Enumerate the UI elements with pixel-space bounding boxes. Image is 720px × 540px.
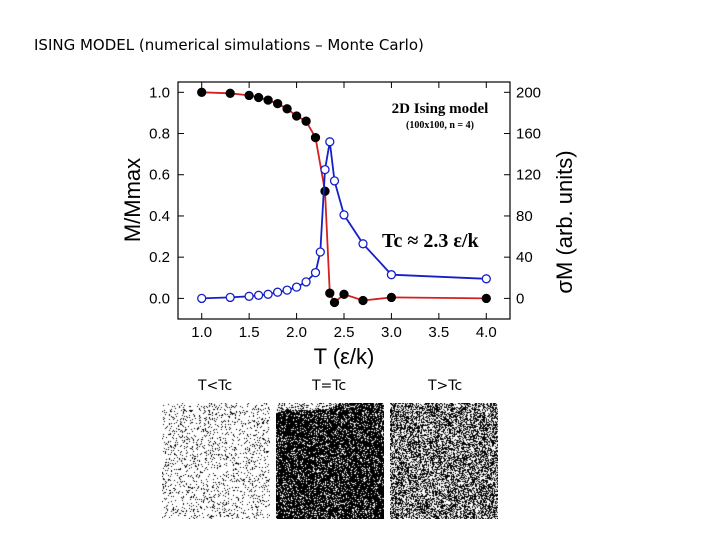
tc-annotation: Tc ≈ 2.3 ε/k [382, 230, 479, 252]
spin-snapshot-high-temperature [390, 403, 498, 519]
tick-marks: 1.0 1.5 2.0 2.5 3.0 3.5 4.0 0.0 0.2 0.4 0.6 0.8 1.0 0… [149, 82, 541, 341]
magnetization-point [301, 116, 311, 126]
y-tick-label-left: 0.8 [149, 126, 170, 143]
fluctuation-point [263, 289, 273, 299]
fluctuation-point [358, 239, 368, 249]
x-tick-label: 1.0 [191, 324, 212, 341]
label-critical-temperature: T=Tc [312, 378, 347, 394]
magnetization-point [325, 288, 335, 298]
box-title: 2D Ising model [392, 101, 489, 117]
fluctuation-point [272, 287, 283, 297]
magnetization-point [329, 297, 340, 308]
magnetization-point [358, 295, 368, 306]
magnetization-point [310, 132, 321, 143]
magnetization-point [320, 186, 330, 196]
x-tick-label: 4.0 [476, 324, 497, 341]
fluctuation-point [386, 270, 397, 280]
series-line [201, 141, 487, 300]
magnetization-point [225, 88, 235, 98]
magnetization-point [272, 98, 283, 109]
magnetization-series [197, 87, 491, 308]
fluctuation-point [339, 210, 349, 220]
y-tick-label-right: 0 [516, 290, 524, 307]
magnetization-point [282, 104, 292, 114]
magnetization-point [386, 292, 397, 303]
magnetization-chart: 1.0 1.5 2.0 2.5 3.0 3.5 4.0 0.0 0.2 0.4 0.6 0.8 1.0 0… [120, 81, 577, 369]
y-tick-label-right: 40 [516, 249, 533, 266]
y-tick-label-right: 80 [516, 208, 533, 225]
y-axis-left-label: M/Mmax [120, 158, 145, 242]
y-tick-label-left: 0.0 [149, 290, 170, 307]
magnetization-point [244, 90, 254, 101]
fluctuation-point [301, 277, 311, 287]
label-low-temperature: T<Tc [198, 378, 233, 394]
x-tick-label: 1.5 [239, 324, 260, 341]
label-high-temperature: T>Tc [428, 378, 463, 394]
series-layer [197, 87, 491, 308]
magnetization-point [291, 111, 302, 121]
x-tick-label: 2.0 [286, 324, 307, 341]
box-subtitle: (100x100, n = 4) [406, 120, 474, 131]
fluctuation-point [225, 292, 235, 303]
fluctuation-point [329, 176, 340, 186]
magnetization-point [263, 95, 273, 105]
x-tick-label: 3.5 [428, 324, 449, 341]
y-tick-label-left: 0.4 [149, 208, 170, 225]
spin-snapshot-critical-temperature [276, 403, 384, 519]
spin-snapshot-low-temperature [162, 403, 270, 519]
y-tick-label-right: 160 [516, 126, 541, 143]
fluctuation-point [481, 274, 491, 284]
magnetization-point [253, 92, 264, 103]
fluctuation-point [244, 291, 254, 301]
y-tick-label-left: 0.6 [149, 167, 170, 184]
fluctuation-point [291, 282, 302, 292]
fluctuation-series [197, 137, 491, 304]
fluctuation-point [310, 267, 321, 278]
fluctuation-point [253, 290, 264, 300]
fluctuation-point [315, 247, 325, 257]
y-tick-label-right: 200 [516, 84, 541, 101]
magnetization-point [339, 289, 349, 299]
y-tick-label-left: 1.0 [149, 84, 170, 101]
y-tick-label-left: 0.2 [149, 249, 170, 266]
x-axis-label: T (ε/k) [314, 344, 375, 369]
x-tick-label: 2.5 [334, 324, 355, 341]
y-axis-right-label: σM (arb. units) [552, 150, 577, 293]
fluctuation-point [325, 137, 335, 147]
fluctuation-point [197, 293, 207, 304]
y-tick-label-right: 120 [516, 167, 541, 184]
magnetization-point [481, 293, 491, 304]
slide-title: ISING MODEL (numerical simulations – Mon… [34, 36, 424, 54]
fluctuation-point [282, 285, 292, 295]
magnetization-point [197, 87, 207, 97]
plot-frame [177, 81, 511, 320]
fluctuation-point [320, 164, 330, 175]
x-tick-label: 3.0 [381, 324, 402, 341]
